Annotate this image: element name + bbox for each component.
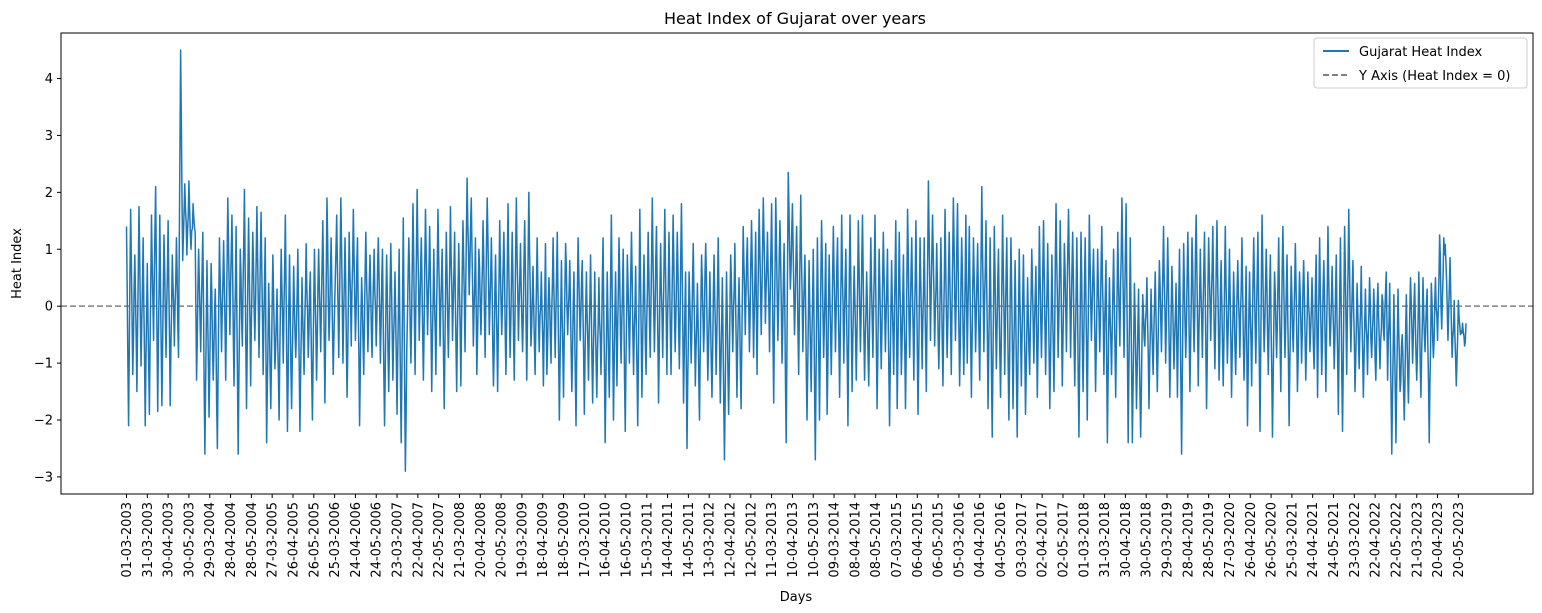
x-tick-label: 05-03-2016 bbox=[952, 502, 967, 578]
series-line-gujarat-heat-index bbox=[125, 49, 1467, 472]
y-tick-label: 1 bbox=[45, 243, 53, 258]
x-tick-label: 23-03-2022 bbox=[1348, 502, 1363, 578]
y-tick-label: −2 bbox=[34, 414, 53, 429]
x-tick-label: 08-04-2014 bbox=[848, 502, 863, 578]
plot-area bbox=[60, 32, 1534, 495]
legend-label-zero-line: Y Axis (Heat Index = 0) bbox=[1358, 69, 1511, 84]
x-axis-label: Days bbox=[780, 590, 813, 605]
x-tick-label: 25-03-2021 bbox=[1285, 502, 1300, 578]
legend-label-heat-index: Gujarat Heat Index bbox=[1359, 45, 1482, 60]
legend-box bbox=[1313, 37, 1528, 89]
x-tick-label: 06-05-2015 bbox=[932, 502, 947, 578]
x-tick-label: 13-03-2012 bbox=[703, 502, 718, 578]
x-tick-label: 21-03-2023 bbox=[1410, 502, 1425, 578]
x-tick-label: 26-05-2020 bbox=[1265, 502, 1280, 578]
x-tick-label: 20-05-2023 bbox=[1452, 502, 1467, 578]
x-tick-label: 24-04-2006 bbox=[349, 502, 364, 578]
x-tick-label: 30-05-2003 bbox=[182, 502, 197, 578]
x-tick-label: 26-04-2005 bbox=[286, 502, 301, 578]
x-tick-label: 06-04-2015 bbox=[911, 502, 926, 578]
x-tick-label: 19-03-2009 bbox=[515, 502, 530, 578]
plot-frame bbox=[60, 32, 1534, 495]
x-tick-label: 28-04-2019 bbox=[1181, 502, 1196, 578]
x-tick-label: 14-04-2011 bbox=[661, 502, 676, 578]
x-tick-label: 30-05-2018 bbox=[1140, 502, 1155, 578]
x-tick-label: 31-03-2003 bbox=[141, 502, 156, 578]
x-tick-label: 30-04-2018 bbox=[1119, 502, 1134, 578]
x-tick-label: 26-05-2005 bbox=[307, 502, 322, 578]
x-tick-label: 16-05-2010 bbox=[619, 502, 634, 578]
x-tick-label: 20-04-2008 bbox=[474, 502, 489, 578]
y-tick-label: −1 bbox=[34, 357, 53, 372]
x-tick-label: 23-03-2007 bbox=[391, 502, 406, 578]
x-tick-label: 25-03-2006 bbox=[328, 502, 343, 578]
x-tick-label: 20-04-2023 bbox=[1431, 502, 1446, 578]
x-tick-label: 12-05-2012 bbox=[744, 502, 759, 578]
x-tick-label: 22-04-2007 bbox=[411, 502, 426, 578]
x-tick-label: 28-05-2004 bbox=[245, 502, 260, 578]
x-tick-label: 03-03-2017 bbox=[1015, 502, 1030, 578]
x-tick-label: 17-03-2010 bbox=[578, 502, 593, 578]
x-tick-label: 22-04-2022 bbox=[1369, 502, 1384, 578]
x-tick-label: 28-05-2019 bbox=[1202, 502, 1217, 578]
x-tick-label: 22-05-2007 bbox=[432, 502, 447, 578]
x-tick-label: 24-05-2021 bbox=[1327, 502, 1342, 578]
x-tick-label: 22-05-2022 bbox=[1389, 502, 1404, 578]
x-tick-label: 01-03-2018 bbox=[1077, 502, 1092, 578]
legend: Gujarat Heat Index Y Axis (Heat Index = … bbox=[1313, 37, 1528, 89]
y-tick-label: 3 bbox=[45, 129, 53, 144]
x-axis: 01-03-2003 31-03-2003 30-04-2003 30-05-2003… bbox=[120, 494, 1467, 578]
x-tick-label: 24-04-2021 bbox=[1306, 502, 1321, 578]
x-tick-label: 24-05-2006 bbox=[370, 502, 385, 578]
y-tick-label: 2 bbox=[45, 186, 53, 201]
x-tick-label: 28-04-2004 bbox=[224, 502, 239, 578]
x-tick-label: 27-03-2005 bbox=[266, 502, 281, 578]
x-tick-label: 30-04-2003 bbox=[162, 502, 177, 578]
y-axis-label: Heat Index bbox=[10, 228, 25, 299]
y-axis: −3 −2 −1 0 1 2 3 4 bbox=[34, 72, 61, 485]
x-tick-label: 07-03-2015 bbox=[890, 502, 905, 578]
y-tick-label: −3 bbox=[34, 470, 53, 485]
x-tick-label: 14-05-2011 bbox=[682, 502, 697, 578]
x-tick-label: 27-03-2020 bbox=[1223, 502, 1238, 578]
x-tick-label: 01-03-2003 bbox=[120, 502, 135, 578]
x-tick-label: 02-05-2017 bbox=[1056, 502, 1071, 578]
x-tick-label: 11-03-2013 bbox=[765, 502, 780, 578]
x-tick-label: 02-04-2017 bbox=[1036, 502, 1051, 578]
y-tick-label: 4 bbox=[45, 72, 53, 87]
x-tick-label: 04-04-2016 bbox=[973, 502, 988, 578]
x-tick-label: 31-03-2018 bbox=[1098, 502, 1113, 578]
x-tick-label: 20-05-2008 bbox=[495, 502, 510, 578]
y-tick-label: 0 bbox=[45, 300, 53, 315]
x-tick-label: 09-03-2014 bbox=[828, 502, 843, 578]
x-tick-label: 10-05-2013 bbox=[807, 502, 822, 578]
x-tick-label: 29-03-2019 bbox=[1161, 502, 1176, 578]
x-tick-label: 04-05-2016 bbox=[994, 502, 1009, 578]
x-tick-label: 26-04-2020 bbox=[1244, 502, 1259, 578]
x-tick-label: 10-04-2013 bbox=[786, 502, 801, 578]
chart-title: Heat Index of Gujarat over years bbox=[664, 9, 926, 28]
x-tick-label: 12-04-2012 bbox=[724, 502, 739, 578]
x-tick-label: 08-05-2014 bbox=[869, 502, 884, 578]
x-tick-label: 29-03-2004 bbox=[203, 502, 218, 578]
x-tick-label: 18-05-2009 bbox=[557, 502, 572, 578]
x-tick-label: 15-03-2011 bbox=[640, 502, 655, 578]
x-tick-label: 18-04-2009 bbox=[536, 502, 551, 578]
x-tick-label: 21-03-2008 bbox=[453, 502, 468, 578]
x-tick-label: 16-04-2010 bbox=[599, 502, 614, 578]
